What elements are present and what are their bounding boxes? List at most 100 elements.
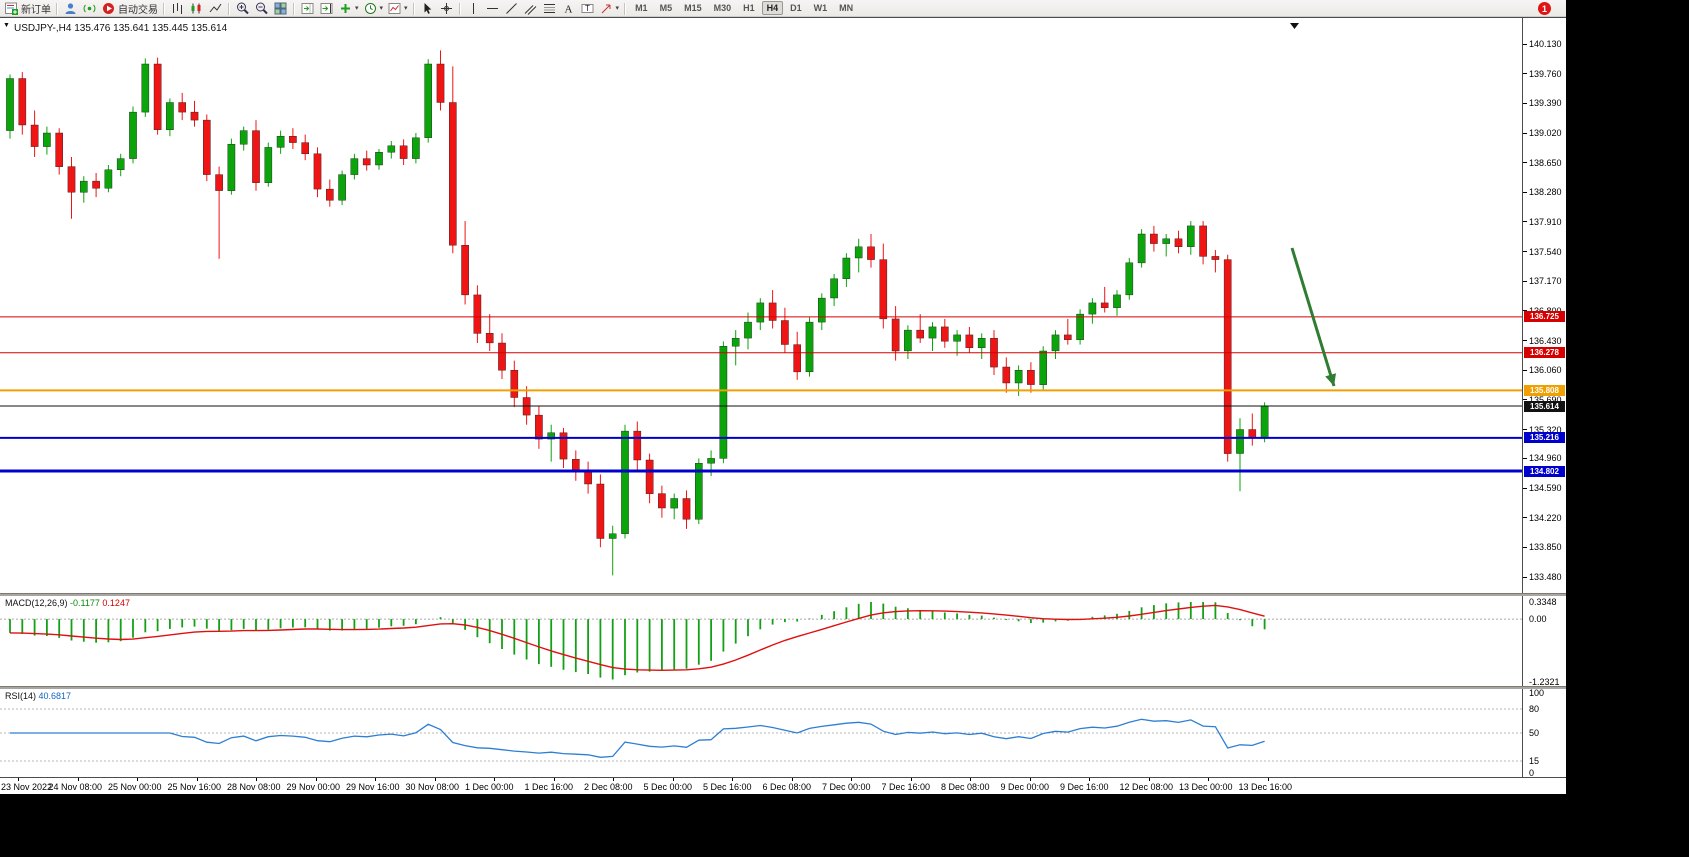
- time-tick: [1208, 778, 1209, 781]
- price-axis-label: 134.960: [1529, 453, 1562, 464]
- candle-chart-icon: [189, 1, 204, 16]
- autotrading-button[interactable]: 自动交易: [99, 1, 160, 16]
- auto-scroll-icon: [319, 1, 334, 16]
- tile-windows-button[interactable]: [271, 1, 290, 16]
- alerts-button[interactable]: [80, 1, 99, 16]
- rsi-axis-label: 100: [1529, 688, 1545, 698]
- horizontal-line-button[interactable]: [483, 1, 502, 16]
- profile-icon: [63, 1, 78, 16]
- vertical-line-button[interactable]: [464, 1, 483, 16]
- macd-pane[interactable]: MACD(12,26,9) -0.1177 0.1247: [0, 596, 1522, 686]
- profile-button[interactable]: [61, 1, 80, 16]
- macd-axis-label: 0.3348: [1529, 597, 1557, 607]
- zoom-out-icon: [254, 1, 269, 16]
- cursor-button[interactable]: [418, 1, 437, 16]
- toolbar-separator: [458, 2, 461, 15]
- timeframe-m15-button[interactable]: M15: [684, 3, 702, 13]
- time-tick: [1148, 778, 1150, 781]
- time-axis-label: 12 Dec 08:00: [1119, 782, 1174, 792]
- rsi-pane[interactable]: RSI(14) 40.6817: [0, 689, 1522, 777]
- new-order-button[interactable]: 新订单: [2, 1, 53, 16]
- zoom-in-button[interactable]: [233, 1, 252, 16]
- price-axis-label: 137.910: [1529, 216, 1562, 227]
- timeframe-m30-button[interactable]: M30: [713, 3, 732, 13]
- timeframe-w1-button[interactable]: W1: [813, 3, 828, 13]
- channel-icon: [523, 1, 538, 16]
- fibonacci-button[interactable]: [540, 1, 559, 16]
- pane-separator[interactable]: [0, 593, 1566, 596]
- rsi-chart[interactable]: [0, 689, 1522, 782]
- clock-icon: [363, 1, 378, 16]
- time-axis-label: 30 Nov 08:00: [405, 782, 460, 792]
- time-tick: [732, 778, 733, 781]
- toolbar-separator: [293, 2, 295, 15]
- zoom-out-button[interactable]: [252, 1, 271, 16]
- time-tick: [553, 778, 555, 781]
- candle-chart-button[interactable]: [187, 1, 206, 16]
- trend-arrow-head: [1325, 373, 1336, 386]
- time-axis[interactable]: 23 Nov 2022 24 Nov 08:00 25 Nov 00:00 25 No…: [0, 777, 1566, 794]
- timeframe-m1-button[interactable]: M1: [635, 3, 648, 13]
- time-axis-label: 28 Nov 08:00: [227, 782, 281, 792]
- line-chart-button[interactable]: [206, 1, 225, 16]
- toolbar-separator: [412, 2, 415, 15]
- timeframe-m5-button[interactable]: M5: [659, 3, 673, 13]
- timeframe-d1-button[interactable]: D1: [790, 3, 802, 13]
- macd-axis-label: -1.2321: [1529, 677, 1560, 687]
- main-chart-pane[interactable]: ▼ USDJPY-,H4 135.476 135.641 135.445 135…: [0, 18, 1522, 593]
- price-tick: [1523, 310, 1527, 312]
- new-order-button-label: 新订单: [21, 4, 51, 16]
- price-axis-label: 138.280: [1529, 187, 1562, 198]
- line-chart-icon: [208, 1, 223, 16]
- price-axis-label: 133.480: [1529, 572, 1562, 582]
- price-axis-label: 135.690: [1529, 395, 1562, 405]
- chart-shift-button[interactable]: [298, 1, 317, 16]
- price-tick: [1523, 517, 1527, 519]
- price-axis-label: 134.220: [1529, 512, 1562, 523]
- rsi-axis-label: 50: [1529, 728, 1540, 738]
- text-button[interactable]: A: [559, 1, 578, 16]
- time-axis-label: 2 Dec 08:00: [584, 782, 633, 792]
- time-tick: [494, 778, 495, 781]
- price-tick: [1523, 191, 1527, 193]
- price-tick: [1523, 162, 1527, 164]
- dropdown-caret-icon: ▾: [615, 4, 620, 12]
- time-tick: [1029, 778, 1031, 781]
- price-tick: [1523, 43, 1527, 45]
- trendline-button[interactable]: [502, 1, 521, 16]
- timeframe-h1-button[interactable]: H1: [743, 3, 755, 13]
- time-tick: [18, 778, 19, 781]
- collapse-arrow-icon[interactable]: ▼: [3, 22, 10, 29]
- price-tick: [1523, 340, 1527, 342]
- auto-scroll-button[interactable]: [317, 1, 336, 16]
- crosshair-button[interactable]: [437, 1, 456, 16]
- notification-badge[interactable]: 1: [1538, 2, 1551, 15]
- periods-button[interactable]: ▾: [361, 1, 386, 16]
- candlestick-chart[interactable]: [0, 18, 1522, 598]
- macd-chart[interactable]: [0, 596, 1522, 691]
- time-tick: [851, 778, 852, 781]
- price-axis[interactable]: 140.130 139.760 139.390 139.020 138.650 138.2…: [1522, 18, 1566, 778]
- hline-icon: [485, 1, 500, 16]
- text-label-button[interactable]: T: [578, 1, 597, 16]
- price-tick: [1523, 102, 1527, 104]
- time-axis-label: 13 Dec 00:00: [1179, 782, 1233, 792]
- dropdown-caret-icon: ▾: [404, 4, 408, 12]
- timeframe-mn-button[interactable]: MN: [839, 3, 854, 13]
- rsi-axis-label: 0: [1529, 768, 1535, 778]
- trendline-icon: [504, 1, 519, 16]
- templates-button[interactable]: ▾: [385, 1, 410, 16]
- rsi-axis-label: 80: [1529, 704, 1540, 714]
- time-axis-label: 29 Nov 00:00: [286, 782, 341, 792]
- price-tick: [1523, 457, 1527, 459]
- trend-arrow[interactable]: [1290, 247, 1336, 387]
- arrows-tool-button[interactable]: ▾: [597, 1, 622, 16]
- chart-shift-marker[interactable]: [1290, 23, 1299, 29]
- pane-separator[interactable]: [0, 686, 1566, 689]
- channel-button[interactable]: [521, 1, 540, 16]
- price-tick: [1523, 221, 1527, 223]
- bar-chart-button[interactable]: [168, 1, 187, 16]
- new-chart-button[interactable]: ▾: [336, 1, 361, 16]
- timeframe-h4-button[interactable]: H4: [761, 1, 784, 15]
- mt4-window: 新订单 自动交易 ▾ ▾ ▾ A T ▾ M1 M5 M15 M30 H1 H4 D1 W1 MN 1 ▼ US…: [0, 0, 1566, 794]
